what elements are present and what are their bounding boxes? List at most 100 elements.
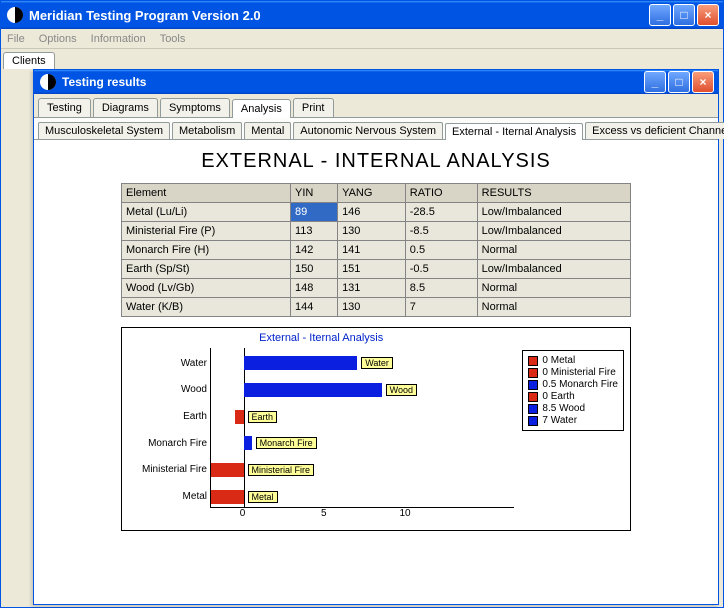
cell: 142 — [291, 241, 338, 260]
bar-label: Monarch Fire — [131, 438, 211, 449]
legend-swatch — [528, 368, 538, 378]
legend-label: 0 Ministerial Fire — [542, 367, 615, 378]
maximize-button[interactable]: □ — [673, 4, 695, 26]
tab-print[interactable]: Print — [293, 98, 334, 117]
legend-row: 0 Ministerial Fire — [528, 367, 618, 378]
analysis-subtabstrip: Musculoskeletal SystemMetabolismMentalAu… — [34, 118, 718, 140]
menu-tools[interactable]: Tools — [160, 33, 186, 45]
subtab-3[interactable]: Autonomic Nervous System — [293, 122, 443, 139]
cell: 7 — [405, 298, 477, 317]
table-row[interactable]: Wood (Lv/Gb)1481318.5Normal — [122, 279, 631, 298]
table-row[interactable]: Ministerial Fire (P)113130-8.5Low/Imbala… — [122, 222, 631, 241]
bar-row: WaterWater — [211, 350, 393, 377]
subtab-2[interactable]: Mental — [244, 122, 291, 139]
bar-row: MetalMetal — [211, 483, 278, 510]
inner-close-button[interactable]: × — [692, 71, 714, 93]
tab-clients[interactable]: Clients — [3, 52, 55, 69]
legend-swatch — [528, 416, 538, 426]
menu-file[interactable]: File — [7, 33, 25, 45]
bar-annotation: Metal — [248, 491, 278, 503]
cell: 131 — [338, 279, 406, 298]
chart-legend: 0 Metal0 Ministerial Fire0.5 Monarch Fir… — [522, 350, 624, 431]
bar-annotation: Ministerial Fire — [248, 464, 315, 476]
inner-title: Testing results — [62, 75, 644, 89]
subtab-1[interactable]: Metabolism — [172, 122, 242, 139]
cell: 89 — [291, 203, 338, 222]
chart-title: External - Iternal Analysis — [128, 332, 514, 344]
inner-minimize-button[interactable]: _ — [644, 71, 666, 93]
cell: 130 — [338, 298, 406, 317]
cell: 8.5 — [405, 279, 477, 298]
minimize-button[interactable]: _ — [649, 4, 671, 26]
xtick: 5 — [321, 508, 327, 519]
xtick: 0 — [240, 508, 246, 519]
cell: Wood (Lv/Gb) — [122, 279, 291, 298]
bar-label: Earth — [131, 411, 211, 422]
cell: 151 — [338, 260, 406, 279]
outer-title: Meridian Testing Program Version 2.0 — [29, 8, 649, 23]
subtab-4[interactable]: External - Iternal Analysis — [445, 123, 583, 140]
bar — [211, 490, 244, 504]
bar-label: Water — [131, 358, 211, 369]
cell: 146 — [338, 203, 406, 222]
bar-annotation: Wood — [386, 384, 417, 396]
bar-row: EarthEarth — [211, 403, 277, 430]
legend-label: 8.5 Wood — [542, 403, 585, 414]
subtab-5[interactable]: Excess vs deficient Channels — [585, 122, 724, 139]
bar — [235, 410, 243, 424]
tab-symptoms[interactable]: Symptoms — [160, 98, 230, 117]
legend-label: 0 Earth — [542, 391, 574, 402]
cell: Metal (Lu/Li) — [122, 203, 291, 222]
menu-information[interactable]: Information — [91, 33, 146, 45]
chart-plotarea: External - Iternal Analysis WaterWaterWo… — [128, 332, 514, 524]
analysis-table: ElementYINYANGRATIORESULTSMetal (Lu/Li)8… — [121, 183, 631, 317]
cell: 148 — [291, 279, 338, 298]
menu-options[interactable]: Options — [39, 33, 77, 45]
bar — [244, 436, 252, 450]
bar-row: Ministerial FireMinisterial Fire — [211, 457, 314, 484]
chart-box: External - Iternal Analysis WaterWaterWo… — [121, 327, 631, 531]
mdi-area: Testing results _ □ × TestingDiagramsSym… — [1, 69, 723, 607]
cell: Low/Imbalanced — [477, 203, 630, 222]
legend-row: 8.5 Wood — [528, 403, 618, 414]
cell: Normal — [477, 298, 630, 317]
analysis-panel: EXTERNAL - INTERNAL ANALYSIS ElementYINY… — [34, 140, 718, 604]
legend-row: 0 Metal — [528, 355, 618, 366]
subtab-0[interactable]: Musculoskeletal System — [38, 122, 170, 139]
cell: Ministerial Fire (P) — [122, 222, 291, 241]
table-row[interactable]: Metal (Lu/Li)89146-28.5Low/Imbalanced — [122, 203, 631, 222]
cell: 130 — [338, 222, 406, 241]
legend-row: 7 Water — [528, 415, 618, 426]
analysis-title: EXTERNAL - INTERNAL ANALYSIS — [44, 150, 708, 173]
legend-row: 0.5 Monarch Fire — [528, 379, 618, 390]
tab-analysis[interactable]: Analysis — [232, 99, 291, 118]
col-header: RATIO — [405, 184, 477, 203]
legend-label: 0.5 Monarch Fire — [542, 379, 618, 390]
cell: -8.5 — [405, 222, 477, 241]
table-row[interactable]: Earth (Sp/St)150151-0.5Low/Imbalanced — [122, 260, 631, 279]
app-icon — [7, 7, 23, 23]
inner-window: Testing results _ □ × TestingDiagramsSym… — [33, 69, 719, 605]
inner-maximize-button[interactable]: □ — [668, 71, 690, 93]
cell: 150 — [291, 260, 338, 279]
bar-label: Wood — [131, 384, 211, 395]
xtick: 10 — [399, 508, 410, 519]
inner-tabstrip: TestingDiagramsSymptomsAnalysisPrint — [34, 94, 718, 118]
inner-icon — [40, 74, 56, 90]
bar-label: Metal — [131, 491, 211, 502]
table-row[interactable]: Water (K/B)1441307Normal — [122, 298, 631, 317]
bar-annotation: Earth — [248, 411, 278, 423]
tab-diagrams[interactable]: Diagrams — [93, 98, 158, 117]
table-row[interactable]: Monarch Fire (H)1421410.5Normal — [122, 241, 631, 260]
legend-swatch — [528, 392, 538, 402]
close-button[interactable]: × — [697, 4, 719, 26]
menubar: File Options Information Tools — [1, 29, 723, 49]
cell: Low/Imbalanced — [477, 260, 630, 279]
cell: 141 — [338, 241, 406, 260]
outer-titlebar: Meridian Testing Program Version 2.0 _ □… — [1, 1, 723, 29]
bar-label: Ministerial Fire — [131, 464, 211, 475]
chart-plot: WaterWaterWoodWoodEarthEarthMonarch Fire… — [210, 348, 514, 508]
bar-row: WoodWood — [211, 377, 417, 404]
bar — [244, 383, 382, 397]
tab-testing[interactable]: Testing — [38, 98, 91, 117]
